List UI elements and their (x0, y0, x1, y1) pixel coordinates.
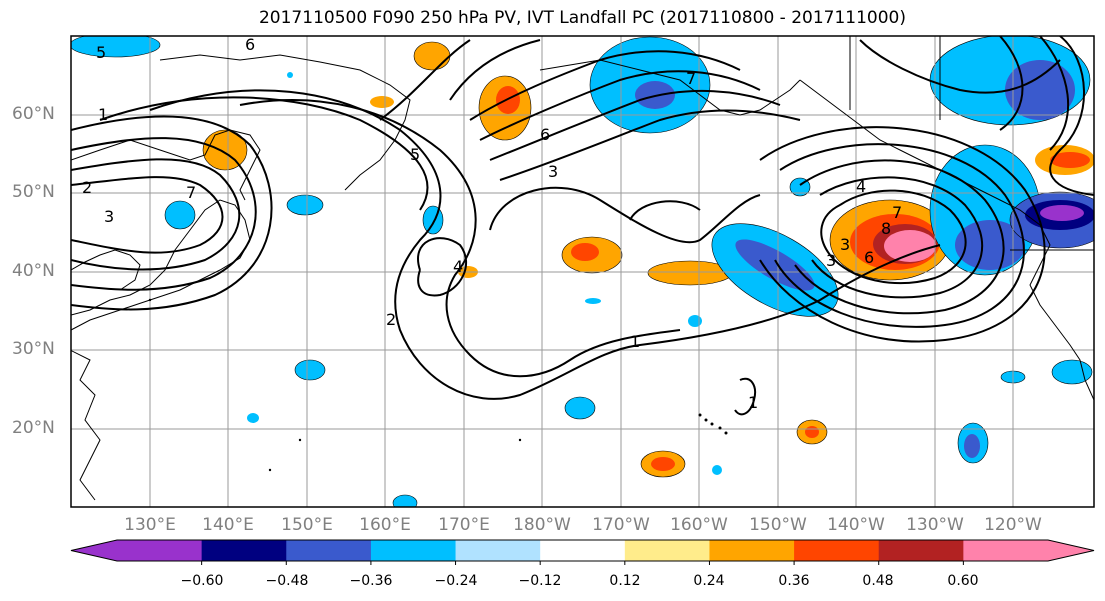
lat-label: 50°N (12, 182, 55, 202)
colorbar-swatch (794, 540, 880, 561)
pv-shading (71, 36, 1094, 507)
islands (148, 298, 728, 472)
colorbar-swatch (286, 540, 372, 561)
colorbar-swatch (540, 540, 626, 561)
lat-label: 40°N (12, 261, 55, 281)
contour-label: 5 (410, 145, 420, 164)
map-title: 2017110500 F090 250 hPa PV, IVT Landfall… (258, 8, 906, 28)
contour-label: 6 (245, 35, 255, 54)
contour-label: 7 (686, 69, 696, 88)
colorbar-tick-label: −0.36 (349, 573, 393, 589)
lon-label: 160°E (359, 515, 411, 535)
contour-label: 4 (856, 177, 866, 196)
lat-label: 60°N (12, 104, 55, 124)
colorbar-tick-label: 0.12 (609, 573, 641, 589)
contour-label: 5 (96, 43, 106, 62)
lon-label: 150°E (281, 515, 333, 535)
lon-label: 140°E (202, 515, 254, 535)
lon-label: 120°W (984, 515, 1042, 535)
colorbar-tick-label: 0.60 (947, 573, 979, 589)
lon-label: 140°W (827, 515, 885, 535)
colorbar-swatch (455, 540, 541, 561)
contour-label: 3 (840, 235, 850, 254)
lon-label: 150°W (749, 515, 807, 535)
map-frame (70, 35, 1095, 508)
lat-label: 30°N (12, 339, 55, 359)
colorbar-tick-label: −0.60 (180, 573, 224, 589)
colorbar (70, 539, 1095, 565)
ivt-contours (71, 36, 1094, 416)
contour-label: 2 (386, 310, 396, 329)
colorbar-extend-max (1048, 540, 1094, 561)
colorbar-swatch (201, 540, 287, 561)
contour-label: 7 (186, 183, 196, 202)
colorbar-tick-label: 0.48 (862, 573, 894, 589)
colorbar-swatch (963, 540, 1049, 561)
contour-label: 3 (104, 207, 114, 226)
colorbar-tick-label: 0.36 (778, 573, 810, 589)
contour-label: 1 (98, 105, 108, 124)
map-gridlines (71, 36, 1094, 507)
contour-label: 7 (892, 203, 902, 222)
contour-label: 4 (453, 257, 463, 276)
contour-label: 1 (748, 393, 758, 412)
colorbar-tick-label: −0.48 (265, 573, 309, 589)
lon-label: 130°E (124, 515, 176, 535)
lat-label: 20°N (12, 418, 55, 438)
colorbar-outline (70, 539, 1095, 562)
contour-label: 6 (864, 248, 874, 267)
colorbar-tick-label: −0.24 (434, 573, 478, 589)
contour-labels: 5 6 1 2 3 7 4 6 3 5 7 2 1 3 4 7 8 3 6 1 (82, 35, 902, 412)
colorbar-tick-label: −0.12 (518, 573, 562, 589)
contour-label: 3 (826, 251, 836, 270)
colorbar-swatch (878, 540, 964, 561)
contour-label: 1 (630, 332, 640, 351)
lon-label: 130°W (906, 515, 964, 535)
lon-label: 170°E (438, 515, 490, 535)
colorbar-swatch (117, 540, 203, 561)
colorbar-swatch (624, 540, 710, 561)
lon-label: 180°W (513, 515, 571, 535)
lon-label: 160°W (670, 515, 728, 535)
contour-label: 2 (82, 178, 92, 197)
colorbar-extend-min (71, 540, 117, 561)
lon-label: 170°W (592, 515, 650, 535)
contour-label: 3 (548, 162, 558, 181)
contour-label: 8 (881, 219, 891, 238)
colorbar-swatch (709, 540, 795, 561)
contour-label: 6 (540, 125, 550, 144)
colorbar-tick-label: 0.24 (693, 573, 725, 589)
colorbar-swatch (370, 540, 457, 561)
